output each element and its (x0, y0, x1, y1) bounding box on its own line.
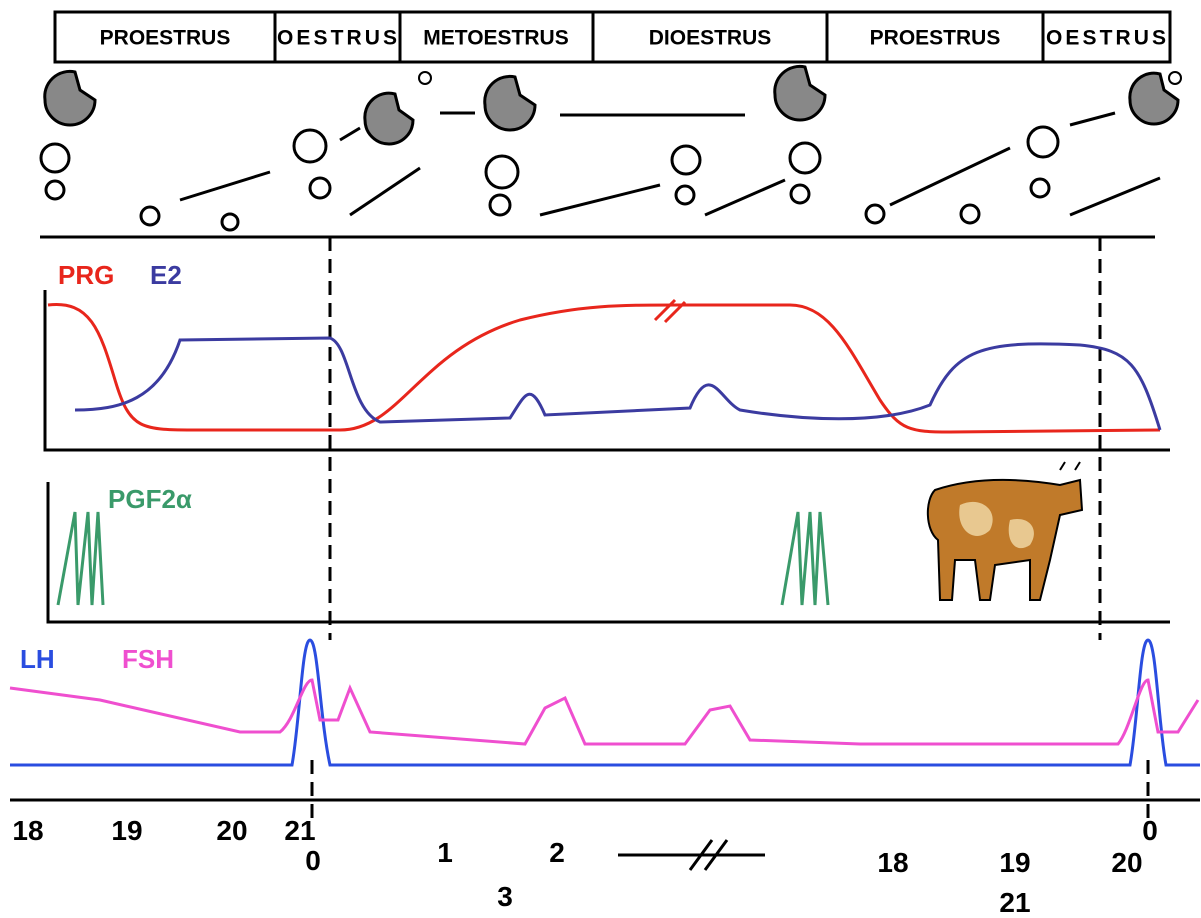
hormone-label: LH (20, 644, 55, 674)
hormone-label: PRG (58, 260, 114, 290)
hormone-label: E2 (150, 260, 182, 290)
phase-label: OESTRUS (1046, 27, 1166, 50)
day-label: 1 (437, 837, 453, 868)
corpus-luteum (43, 64, 1180, 146)
break-mark (653, 298, 687, 324)
phase-label: OESTRUS (277, 27, 397, 50)
day-label: 18 (877, 847, 908, 878)
arrows (179, 111, 1161, 217)
day-label: 18 (12, 815, 43, 846)
day-label: 20 (1111, 847, 1142, 878)
phase-label: PROESTRUS (870, 27, 1001, 50)
pgf-pulse (56, 511, 105, 606)
break-mark (618, 839, 765, 871)
day-label: 19 (999, 847, 1030, 878)
day-label: 21 (284, 815, 315, 846)
e2-curve (74, 336, 1162, 431)
panel-axis (43, 290, 1170, 452)
follicle-icons (39, 71, 1182, 232)
hormone-label: FSH (122, 644, 174, 674)
phase-label: PROESTRUS (100, 27, 231, 50)
panel-axis (46, 482, 1170, 624)
fsh-curve (9, 678, 1200, 746)
day-label: 2 (549, 837, 565, 868)
day-label: 21 (999, 887, 1030, 918)
phase-label: DIOESTRUS (649, 27, 772, 50)
dashed-lines (310, 237, 1150, 820)
hormone-label: PGF2α (108, 484, 192, 514)
pgf-pulse (780, 511, 830, 606)
day-label: 20 (216, 815, 247, 846)
prg-curve (47, 302, 1161, 434)
day-label: 0 (1142, 815, 1158, 846)
phase-label: METOESTRUS (423, 27, 568, 50)
phase-bar (53, 10, 1172, 64)
day-label: 3 (497, 881, 513, 912)
cow-icon (926, 461, 1084, 601)
day-label: 19 (111, 815, 142, 846)
lh-curve (10, 638, 1200, 767)
day-label: 0 (305, 845, 321, 876)
